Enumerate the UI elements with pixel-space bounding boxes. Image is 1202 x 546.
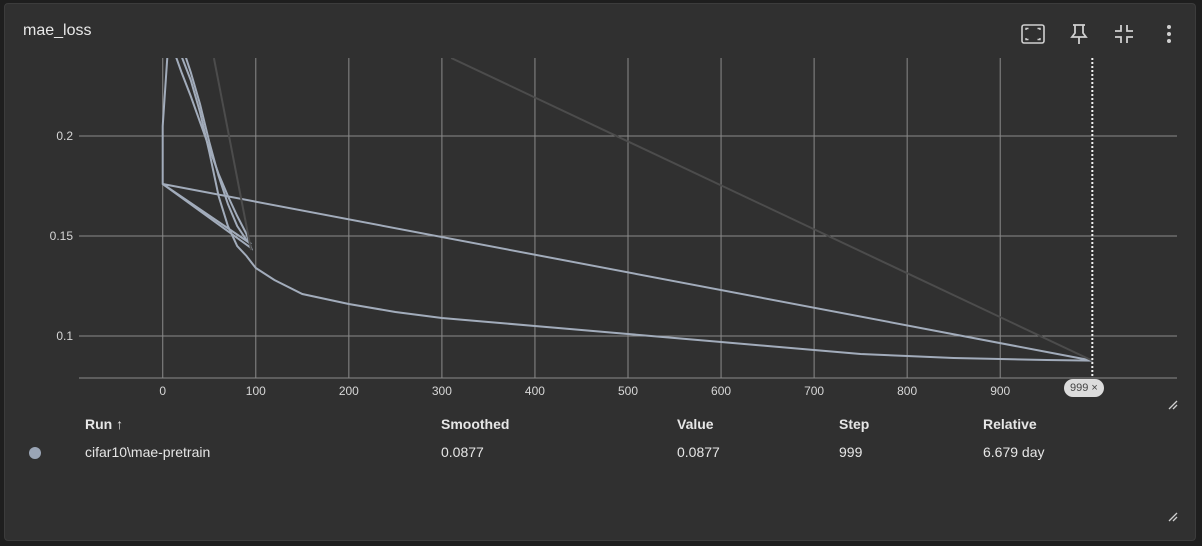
x-tick-label: 300 — [432, 384, 452, 398]
run-color-dot — [29, 447, 41, 459]
raw-value: 0.0877 — [677, 444, 720, 460]
col-step-header[interactable]: Step — [839, 416, 870, 432]
more-vert-icon — [1167, 25, 1171, 43]
step-value: 999 — [839, 444, 863, 460]
x-tick-label: 900 — [990, 384, 1010, 398]
pin-button[interactable] — [1065, 20, 1093, 48]
card-title: mae_loss — [23, 22, 92, 39]
series-line — [161, 58, 254, 251]
more-button[interactable] — [1155, 20, 1183, 48]
col-relative-header[interactable]: Relative — [983, 416, 1037, 432]
smoothed-value: 0.0877 — [441, 444, 484, 460]
step-cursor-label[interactable]: 999 × — [1064, 379, 1104, 397]
x-tick-label: 200 — [339, 384, 359, 398]
close-icon[interactable]: × — [1091, 382, 1098, 394]
x-tick-label: 100 — [246, 384, 266, 398]
col-run-header[interactable]: Run ↑ — [85, 416, 124, 432]
fullscreen-button[interactable] — [1019, 20, 1047, 48]
x-tick-label: 700 — [804, 384, 824, 398]
x-tick-label: 800 — [897, 384, 917, 398]
card-resize-handle-icon[interactable] — [1167, 511, 1179, 523]
x-tick-label: 400 — [525, 384, 545, 398]
y-tick-label: 0.1 — [56, 329, 73, 343]
y-tick-label: 0.15 — [50, 229, 74, 243]
y-tick-label: 0.2 — [56, 129, 73, 143]
series-line — [212, 58, 253, 251]
pin-icon — [1070, 24, 1088, 44]
cursor-step-value: 999 — [1070, 382, 1089, 394]
x-tick-label: 0 — [159, 384, 166, 398]
x-tick-label: 500 — [618, 384, 638, 398]
fit-domain-button[interactable] — [1110, 20, 1138, 48]
fullscreen-icon — [1021, 24, 1045, 44]
col-value-header[interactable]: Value — [677, 416, 714, 432]
scalar-card: mae_loss 0 100 200 300 400 500 600 700 800 900 0.1… — [4, 3, 1196, 541]
x-tick-label: 600 — [711, 384, 731, 398]
col-smoothed-header[interactable]: Smoothed — [441, 416, 510, 432]
line-chart[interactable]: 0 100 200 300 400 500 600 700 800 900 0.1 0.15 0.2 — [5, 4, 1195, 404]
chart-resize-handle-icon[interactable] — [1167, 399, 1179, 411]
series-line — [450, 58, 1093, 362]
series-line — [181, 58, 1093, 362]
run-name: cifar10\mae-pretrain — [85, 444, 211, 460]
fit-domain-icon — [1115, 25, 1133, 43]
relative-time-value: 6.679 day — [983, 444, 1045, 460]
